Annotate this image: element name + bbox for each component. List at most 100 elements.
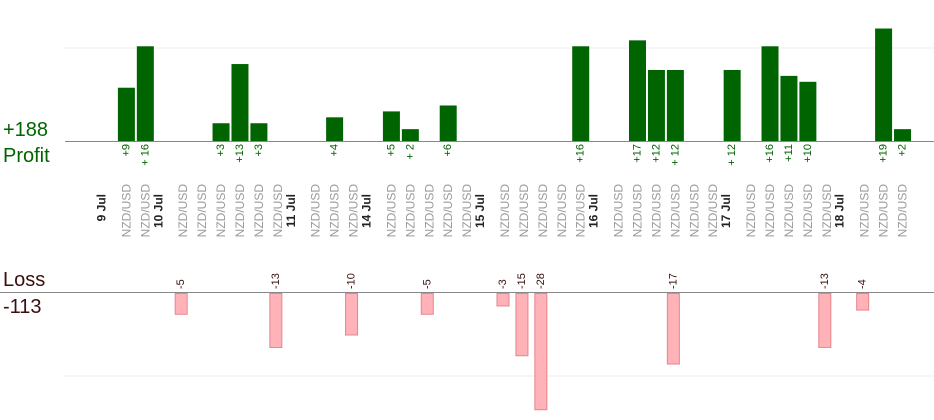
loss-bar (666, 293, 680, 365)
profit-value-label: +10 (802, 144, 814, 163)
date-label: 14 Jul (359, 194, 373, 228)
category-label: NZD/USD (252, 184, 266, 238)
category-label: NZD/USD (403, 184, 417, 238)
profit-bar (401, 129, 419, 141)
category-label: NZD/USD (441, 184, 455, 238)
profit-value-label: +11 (783, 144, 795, 162)
profit-total: +188 (3, 119, 49, 141)
category-label: NZD/USD (195, 184, 209, 238)
profit-value-label: +4 (329, 144, 341, 157)
loss-title: Loss (3, 269, 46, 291)
profit-bar (761, 46, 779, 141)
category-label: NZD/USD (498, 184, 512, 238)
date-label: 9 Jul (94, 194, 108, 221)
profit-value-label: +16 (764, 144, 776, 163)
category-label: NZD/USD (668, 184, 682, 238)
category-label: NZD/USD (536, 184, 550, 238)
category-label: NZD/USD (687, 184, 701, 238)
category-label: NZD/USD (555, 184, 569, 238)
category-label: NZD/USD (271, 184, 285, 238)
category-label: NZD/USD (763, 184, 777, 238)
profit-value-labels: +9 + 16 +3 +13 +3 +4 +5 + 2 +6 +16 +17 +12 + 12 + 12 +… (120, 144, 908, 166)
profit-value-label: +16 (575, 144, 587, 163)
loss-value-label: -13 (819, 273, 831, 289)
profit-bar (117, 87, 135, 141)
loss-value-label: -4 (857, 279, 869, 289)
profit-bar (666, 69, 684, 141)
profit-bar (647, 69, 665, 141)
category-label: NZD/USD (801, 184, 815, 238)
profit-value-label: +13 (234, 144, 246, 163)
category-label: NZD/USD (328, 184, 342, 238)
date-labels: 9 Jul 10 Jul 11 Jul 14 Jul 15 Jul 16 Jul 17 Ju… (94, 194, 846, 228)
gridlines (65, 47, 934, 377)
profit-bar (212, 123, 230, 141)
date-label: 10 Jul (151, 194, 165, 228)
category-label: NZD/USD (517, 184, 531, 238)
profit-value-label: +2 (897, 144, 909, 157)
category-label: NZD/USD (233, 184, 247, 238)
profit-value-label: + 16 (139, 144, 151, 166)
loss-value-label: -13 (270, 273, 282, 289)
loss-bar (534, 293, 548, 411)
loss-value-label: -3 (497, 279, 509, 289)
category-label: NZD/USD (422, 184, 436, 238)
category-label: NZD/USD (460, 184, 474, 238)
category-label: NZD/USD (744, 184, 758, 238)
loss-value-label: -15 (516, 273, 528, 289)
category-label: NZD/USD (214, 184, 228, 238)
category-label: NZD/USD (347, 184, 361, 238)
category-label: NZD/USD (782, 184, 796, 238)
profit-bars (117, 28, 912, 141)
loss-value-label: -17 (667, 273, 679, 289)
category-label: NZD/USD (176, 184, 190, 238)
profit-value-label: +3 (253, 144, 265, 157)
profit-bar (250, 123, 268, 141)
profit-bar (382, 111, 400, 141)
profit-value-label: +19 (878, 144, 890, 163)
profit-bar (326, 117, 344, 141)
category-label: NZD/USD (119, 184, 133, 238)
loss-value-label: -5 (421, 279, 433, 289)
category-label: NZD/USD (896, 184, 910, 238)
loss-bars (174, 293, 870, 411)
category-label: NZD/USD (138, 184, 152, 238)
profit-bar (439, 105, 457, 141)
loss-bar (269, 293, 283, 348)
category-label: NZD/USD (820, 184, 834, 238)
profit-bar (875, 28, 893, 141)
profit-bar (572, 46, 590, 141)
profit-value-label: +5 (385, 144, 397, 157)
date-label: 18 Jul (833, 194, 847, 228)
category-label: NZD/USD (858, 184, 872, 238)
date-label: 16 Jul (587, 194, 601, 228)
loss-bar (818, 293, 832, 348)
category-label: NZD/USD (309, 184, 323, 238)
loss-total: -113 (3, 296, 42, 318)
category-label: NZD/USD (612, 184, 626, 238)
date-label: 17 Jul (719, 194, 733, 228)
profit-value-label: + 12 (726, 144, 738, 166)
axes (0, 141, 934, 293)
profit-value-label: + 2 (404, 144, 416, 160)
loss-bar (515, 293, 529, 357)
loss-bar (496, 293, 510, 307)
profit-value-label: +6 (442, 144, 454, 157)
date-label: 11 Jul (284, 194, 298, 227)
profit-value-label: +3 (215, 144, 227, 157)
loss-value-label: -28 (535, 273, 547, 289)
category-label: NZD/USD (706, 184, 720, 238)
loss-value-label: -5 (175, 279, 187, 289)
profit-value-label: + 12 (669, 144, 681, 166)
loss-bar (856, 293, 870, 311)
loss-bar (345, 293, 359, 336)
profit-bar (723, 69, 741, 141)
profit-title: Profit (3, 145, 50, 167)
category-label: NZD/USD (384, 184, 398, 238)
category-label: NZD/USD (877, 184, 891, 238)
profit-value-label: +12 (650, 144, 662, 163)
loss-value-label: -10 (346, 273, 358, 289)
date-label: 15 Jul (473, 194, 487, 228)
profit-bar (780, 75, 798, 141)
